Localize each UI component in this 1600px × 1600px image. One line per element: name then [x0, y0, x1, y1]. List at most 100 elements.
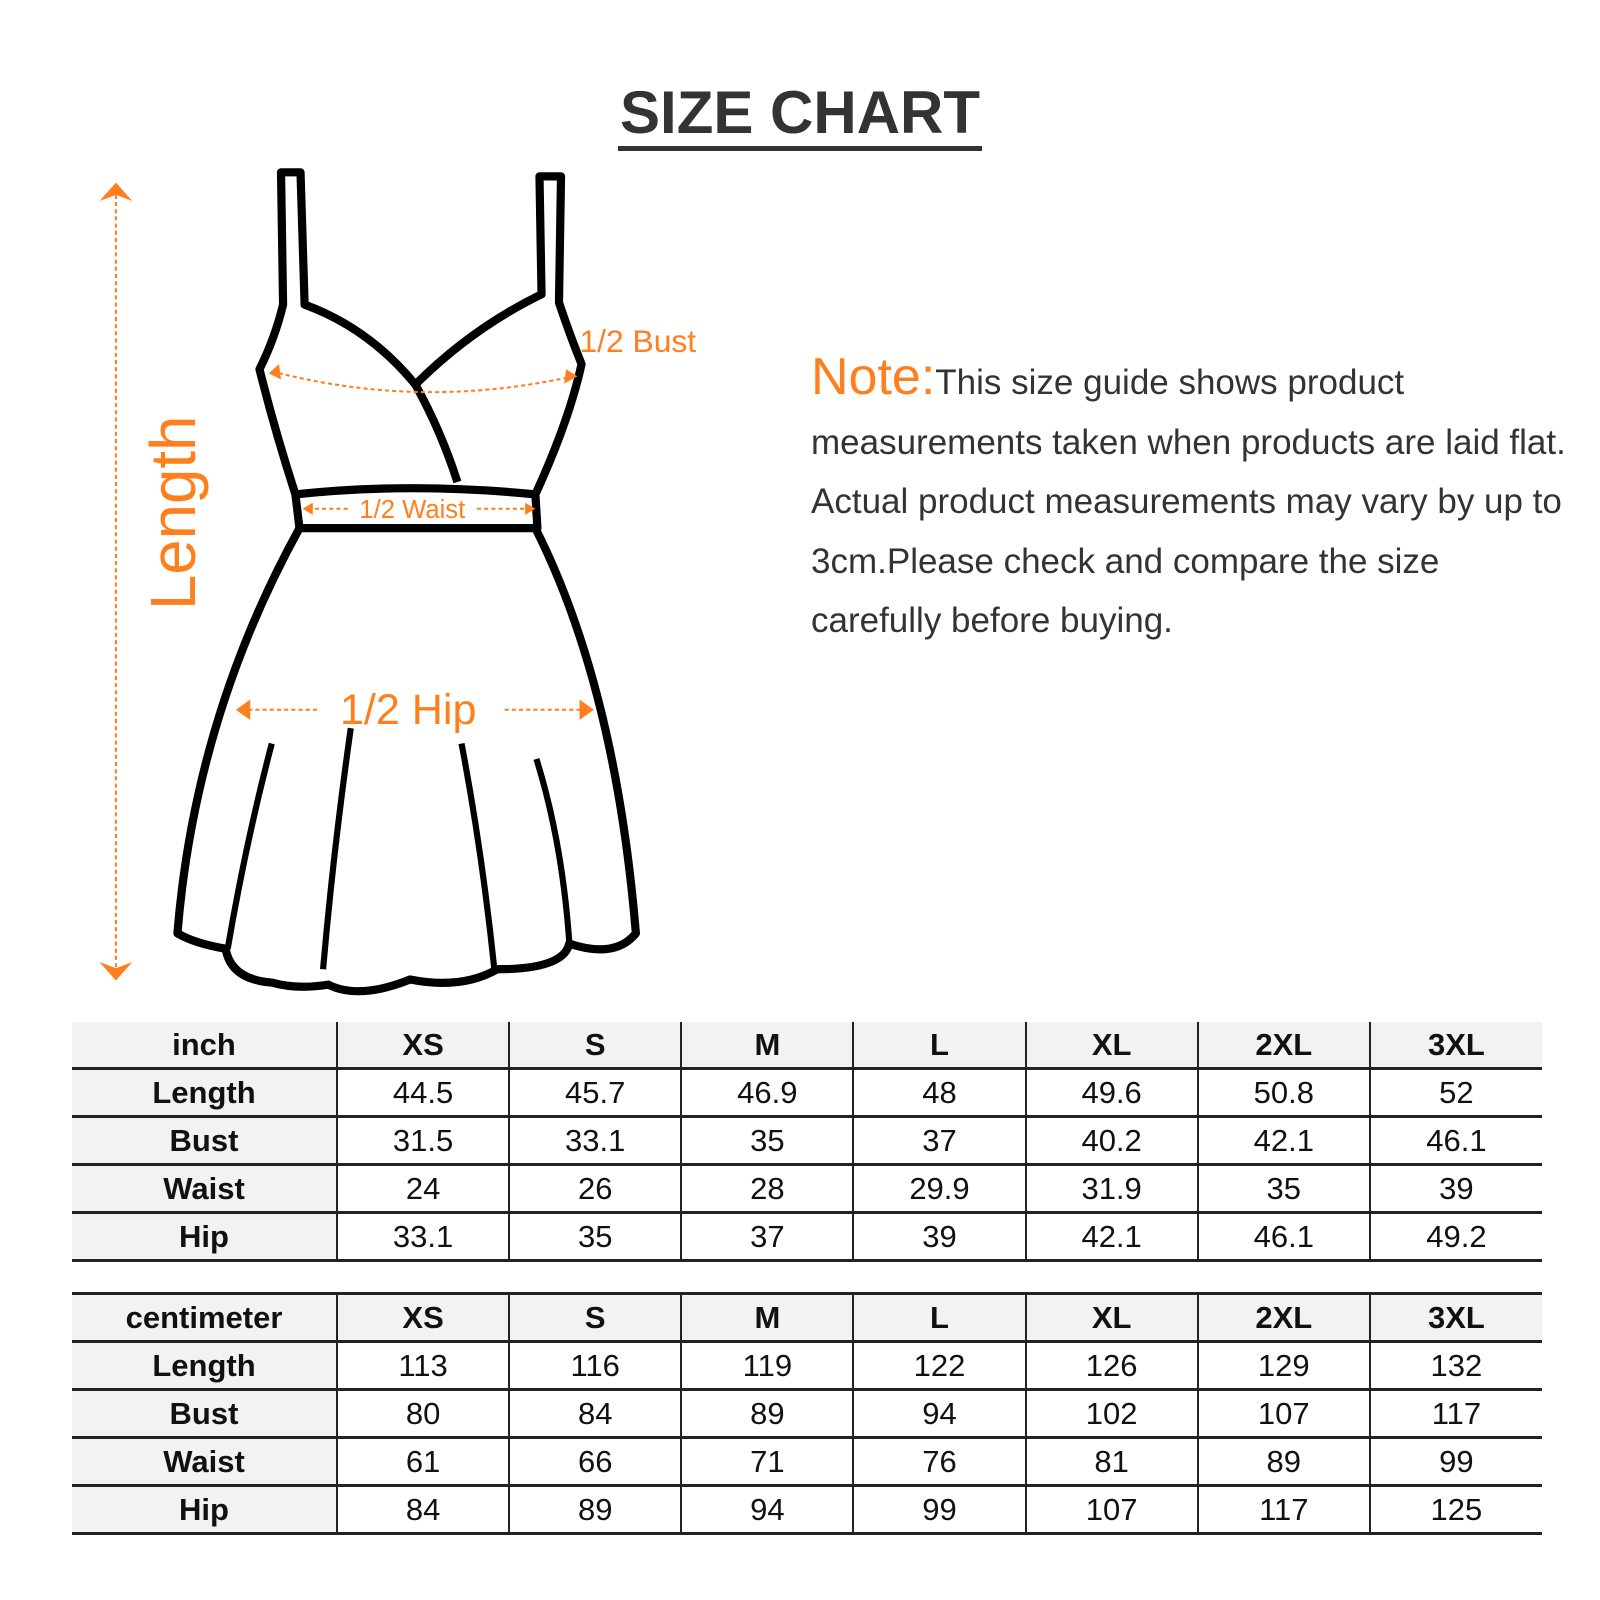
measurement-cell: 116 [508, 1341, 682, 1391]
table-row: Length 113 116 119 122 126 129 132 [72, 1341, 1542, 1391]
size-header: 3XL [1368, 1022, 1542, 1070]
title-text: SIZE CHART [618, 79, 982, 151]
measurement-cell: 89 [680, 1389, 854, 1439]
note-label: Note: [811, 348, 936, 406]
table-row: Hip 84 89 94 99 107 117 125 [72, 1485, 1542, 1535]
measurement-cell: 33.1 [508, 1116, 682, 1166]
page-title: SIZE CHART [0, 78, 1600, 151]
bust-measure-line [271, 370, 573, 394]
measurement-cell: 26 [508, 1164, 682, 1214]
measurement-cell: 61 [335, 1437, 510, 1487]
measurement-cell: 126 [1024, 1341, 1198, 1391]
size-header: 2XL [1196, 1292, 1370, 1343]
row-label: Hip [72, 1212, 337, 1262]
row-label: Length [72, 1341, 337, 1391]
measurement-cell: 48 [852, 1068, 1026, 1118]
measurement-cell: 33.1 [335, 1212, 510, 1262]
row-label: Bust [72, 1116, 337, 1166]
measurement-cell: 80 [335, 1389, 510, 1439]
measurement-cell: 37 [852, 1116, 1026, 1166]
table-header-row: centimeter XS S M L XL 2XL 3XL [72, 1292, 1542, 1343]
measurement-cell: 37 [680, 1212, 854, 1262]
measurement-cell: 107 [1196, 1389, 1370, 1439]
dress-outline-icon [173, 168, 640, 996]
unit-header: centimeter [72, 1292, 337, 1343]
measurement-cell: 46.1 [1368, 1116, 1542, 1166]
measurement-cell: 35 [508, 1212, 682, 1262]
measurement-cell: 44.5 [335, 1068, 510, 1118]
row-label: Length [72, 1068, 337, 1118]
measurement-cell: 24 [335, 1164, 510, 1214]
measurement-cell: 119 [680, 1341, 854, 1391]
measurement-cell: 122 [852, 1341, 1026, 1391]
size-header: M [680, 1022, 854, 1070]
size-header: S [508, 1022, 682, 1070]
measurement-cell: 71 [680, 1437, 854, 1487]
measurement-cell: 39 [852, 1212, 1026, 1262]
measurement-cell: 94 [852, 1389, 1026, 1439]
measurement-cell: 113 [335, 1341, 510, 1391]
measurement-cell: 39 [1368, 1164, 1542, 1214]
measurement-cell: 99 [852, 1485, 1026, 1535]
measurement-cell: 35 [680, 1116, 854, 1166]
length-label: Length [138, 416, 209, 610]
measurement-cell: 49.6 [1024, 1068, 1198, 1118]
measurement-cell: 132 [1368, 1341, 1542, 1391]
measurement-cell: 29.9 [852, 1164, 1026, 1214]
size-header: M [680, 1292, 854, 1343]
measurement-cell: 46.9 [680, 1068, 854, 1118]
measurement-cell: 99 [1368, 1437, 1542, 1487]
measurement-cell: 84 [508, 1389, 682, 1439]
measurement-cell: 35 [1196, 1164, 1370, 1214]
size-header: XS [335, 1292, 510, 1343]
note-text: This size guide shows product measuremen… [811, 363, 1566, 640]
measurement-cell: 117 [1368, 1389, 1542, 1439]
size-header: 2XL [1196, 1022, 1370, 1070]
measurement-cell: 107 [1024, 1485, 1198, 1535]
table-row: Bust 31.5 33.1 35 37 40.2 42.1 46.1 [72, 1116, 1542, 1166]
measurement-cell: 31.5 [335, 1116, 510, 1166]
measurement-cell: 52 [1368, 1068, 1542, 1118]
size-header: L [852, 1292, 1026, 1343]
measurement-cell: 66 [508, 1437, 682, 1487]
note-paragraph: Note:This size guide shows product measu… [811, 348, 1571, 651]
size-header: 3XL [1368, 1292, 1542, 1343]
inch-size-table: inch XS S M L XL 2XL 3XL Length 44.5 45.7 46.9 48 4… [72, 1022, 1542, 1262]
measurement-cell: 125 [1368, 1485, 1542, 1535]
bust-label: 1/2 Bust [579, 323, 696, 359]
size-header: XS [335, 1022, 510, 1070]
measurement-cell: 117 [1196, 1485, 1370, 1535]
row-label: Waist [72, 1164, 337, 1214]
measurement-cell: 42.1 [1024, 1212, 1198, 1262]
size-header: L [852, 1022, 1026, 1070]
row-label: Bust [72, 1389, 337, 1439]
measurement-cell: 102 [1024, 1389, 1198, 1439]
measurement-cell: 89 [508, 1485, 682, 1535]
measurement-cell: 129 [1196, 1341, 1370, 1391]
measurement-cell: 42.1 [1196, 1116, 1370, 1166]
unit-header: inch [72, 1022, 337, 1070]
size-header: S [508, 1292, 682, 1343]
measurement-cell: 28 [680, 1164, 854, 1214]
table-row: Waist 61 66 71 76 81 89 99 [72, 1437, 1542, 1487]
table-row: Hip 33.1 35 37 39 42.1 46.1 49.2 [72, 1212, 1542, 1262]
cm-size-table: centimeter XS S M L XL 2XL 3XL Length 113 116 119… [72, 1292, 1542, 1535]
measurement-cell: 84 [335, 1485, 510, 1535]
measurement-cell: 40.2 [1024, 1116, 1198, 1166]
table-row: Waist 24 26 28 29.9 31.9 35 39 [72, 1164, 1542, 1214]
size-header: XL [1024, 1022, 1198, 1070]
measurement-cell: 94 [680, 1485, 854, 1535]
row-label: Hip [72, 1485, 337, 1535]
measurement-cell: 45.7 [508, 1068, 682, 1118]
size-header: XL [1024, 1292, 1198, 1343]
measurement-cell: 76 [852, 1437, 1026, 1487]
arrow-heads-icon [99, 182, 594, 981]
measurement-cell: 81 [1024, 1437, 1198, 1487]
hip-label: 1/2 Hip [340, 686, 476, 734]
table-row: Length 44.5 45.7 46.9 48 49.6 50.8 52 [72, 1068, 1542, 1118]
table-row: Bust 80 84 89 94 102 107 117 [72, 1389, 1542, 1439]
measurement-cell: 50.8 [1196, 1068, 1370, 1118]
measurement-cell: 31.9 [1024, 1164, 1198, 1214]
